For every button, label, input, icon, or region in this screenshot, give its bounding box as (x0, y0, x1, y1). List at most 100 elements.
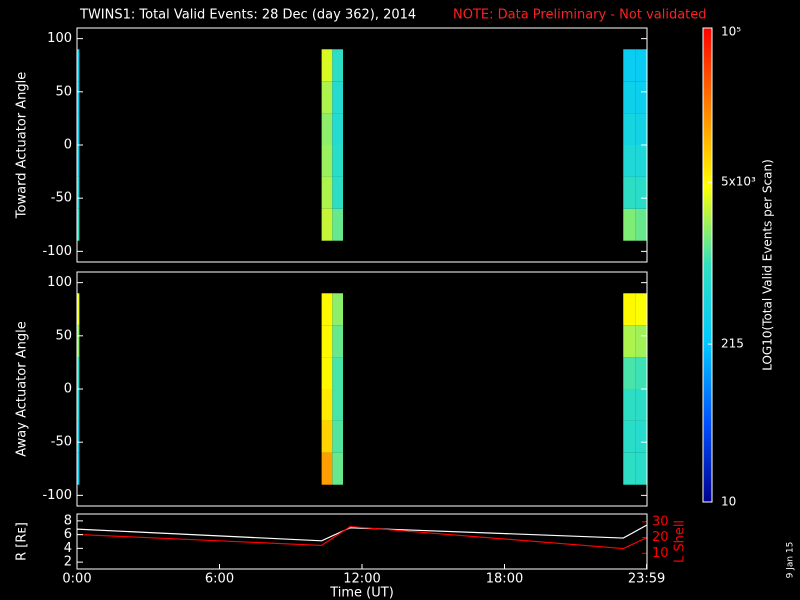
y-tick-label: 0 (64, 382, 72, 397)
x-tick-label: 23:59 (628, 572, 665, 587)
heatmap-cell (332, 49, 343, 82)
heatmap-cell (332, 357, 343, 389)
plot-frame (76, 513, 648, 570)
heatmap-cell (635, 176, 647, 209)
heatmap-cell (321, 357, 333, 389)
heatmap-cell (321, 325, 333, 358)
heatmap-cell (321, 81, 333, 114)
heatmap-cell (332, 325, 343, 358)
y2-tick-label: 20 (652, 530, 669, 545)
heatmap-cell (332, 452, 343, 485)
line-series (76, 524, 648, 542)
heatmap-cell (77, 389, 80, 421)
colorbar-tick-label: 5x10³ (721, 175, 756, 189)
heatmap-cell (623, 49, 636, 82)
heatmap-cell (635, 49, 647, 82)
colorbar-tick-label: 10⁵ (721, 25, 741, 39)
heatmap-cell (635, 452, 647, 485)
y-tick-label: -50 (51, 191, 72, 206)
x-tick-label: 18:00 (486, 572, 523, 587)
y-tick-label: -100 (42, 244, 72, 259)
heatmap-cell (623, 357, 636, 389)
heatmap-cell (623, 325, 636, 358)
heatmap-cell (635, 325, 647, 358)
heatmap-cell (623, 420, 636, 453)
y-tick-label: 50 (55, 328, 72, 343)
heatmap-cell (623, 452, 636, 485)
heatmap-cell (623, 293, 636, 326)
heatmap-cell (623, 145, 636, 177)
colorbar-title: LOG10(Total Valid Events per Scan) (761, 159, 775, 371)
heatmap-cell (77, 420, 80, 453)
heatmap-cell (635, 293, 647, 326)
y-tick-label: -100 (42, 488, 72, 503)
heatmap-cell (321, 452, 333, 485)
heatmap-cell (635, 113, 647, 145)
heatmap-cell (635, 389, 647, 421)
heatmap-cell (321, 389, 333, 421)
heatmap-cell (332, 389, 343, 421)
heatmap-cell (321, 420, 333, 453)
heatmap-cell (332, 176, 343, 209)
heatmap-cell (332, 145, 343, 177)
y2-tick-label: 30 (652, 514, 669, 529)
heatmap-cell (321, 208, 333, 241)
heatmap-cell (635, 420, 647, 453)
title: TWINS1: Total Valid Events: 28 Dec (day … (79, 8, 416, 23)
y-axis-label: R [Rᴇ] (15, 522, 30, 561)
heatmap-cell (623, 176, 636, 209)
heatmap-cell (623, 113, 636, 145)
heatmap-cell (623, 81, 636, 114)
y2-axis-label: L Shell (673, 520, 688, 563)
heatmap-cell (635, 145, 647, 177)
line-series (76, 525, 648, 550)
heatmap-cell (77, 325, 80, 358)
heatmap-cell (77, 357, 80, 389)
heatmap-cell (623, 389, 636, 421)
date-stamp: 9 Jan 15 (786, 542, 796, 579)
colorbar-tick-label: 10 (721, 495, 736, 509)
y-tick-label: 100 (47, 31, 72, 46)
y-tick-label: -50 (51, 435, 72, 450)
heatmap-cell (321, 293, 333, 326)
y-axis-label: Toward Actuator Angle (15, 72, 30, 219)
heatmap-cell (321, 49, 333, 82)
heatmap-cell (77, 113, 80, 145)
y-tick-label: 6 (64, 527, 72, 542)
heatmap-cell (635, 208, 647, 241)
heatmap-cell (77, 208, 80, 241)
heatmap-cell (321, 176, 333, 209)
heatmap-cell (623, 208, 636, 241)
heatmap-cell (77, 81, 80, 114)
heatmap-cell (332, 81, 343, 114)
y-tick-label: 0 (64, 138, 72, 153)
heatmap-cell (332, 420, 343, 453)
heatmap-cell (77, 293, 80, 326)
heatmap-cell (635, 357, 647, 389)
y-tick-label: 4 (64, 541, 72, 556)
note: NOTE: Data Preliminary - Not validated (453, 8, 707, 23)
y-tick-label: 2 (64, 555, 72, 570)
y-tick-label: 100 (47, 275, 72, 290)
heatmap-cell (332, 293, 343, 326)
y-axis-label: Away Actuator Angle (15, 321, 30, 456)
y-tick-label: 8 (64, 513, 72, 528)
y-tick-label: 50 (55, 84, 72, 99)
heatmap-cell (635, 81, 647, 114)
heatmap-cell (332, 208, 343, 241)
colorbar-tick-label: 215 (721, 337, 744, 351)
x-tick-label: 0:00 (62, 572, 91, 587)
x-tick-label: 6:00 (205, 572, 234, 587)
heatmap-cell (321, 145, 333, 177)
heatmap-cell (77, 145, 80, 177)
x-tick-label: 12:00 (343, 572, 380, 587)
heatmap-cell (332, 113, 343, 145)
colorbar (702, 27, 713, 503)
heatmap-cell (77, 452, 80, 485)
y2-tick-label: 10 (652, 546, 669, 561)
heatmap-cell (321, 113, 333, 145)
x-axis-label: Time (UT) (329, 586, 394, 600)
heatmap-cell (77, 49, 80, 82)
